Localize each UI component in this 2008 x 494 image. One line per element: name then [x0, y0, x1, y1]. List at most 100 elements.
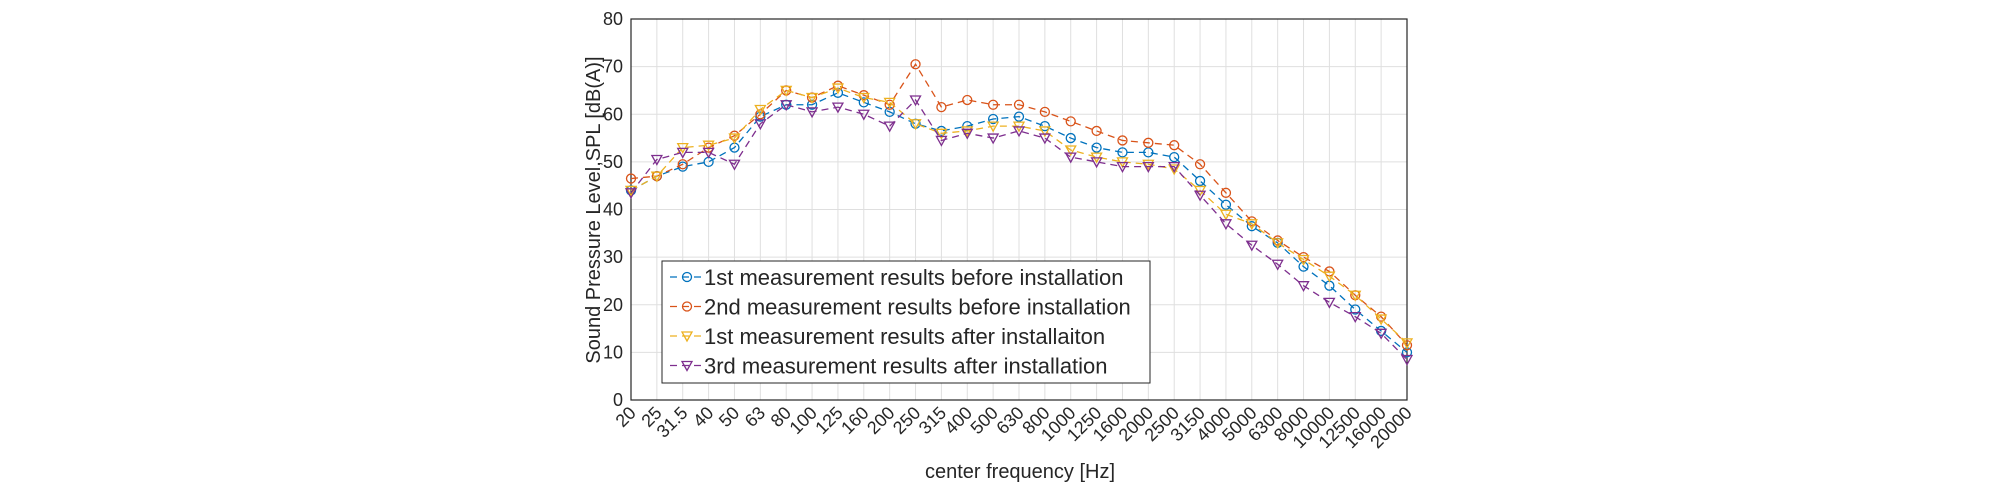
- x-tick-label: 31.5: [653, 403, 692, 442]
- marker: [1323, 297, 1336, 309]
- marker: [677, 159, 688, 170]
- marker: [650, 154, 663, 166]
- marker: [1350, 304, 1361, 315]
- marker: [1064, 152, 1077, 164]
- marker: [1168, 161, 1181, 173]
- marker: [1401, 340, 1413, 351]
- marker: [987, 121, 1000, 133]
- marker: [681, 271, 693, 283]
- marker: [1091, 142, 1102, 153]
- marker: [1297, 254, 1310, 266]
- y-tick-label: 60: [603, 104, 623, 124]
- marker: [1142, 161, 1155, 173]
- marker: [703, 142, 714, 153]
- marker: [1013, 111, 1025, 122]
- marker: [1065, 116, 1076, 127]
- marker: [780, 85, 793, 97]
- marker: [1013, 99, 1025, 110]
- marker: [935, 128, 948, 140]
- series-line: [630, 98, 1408, 360]
- marker: [987, 99, 999, 110]
- legend-label: 1st measurement results after installait…: [704, 324, 1105, 349]
- marker: [962, 94, 973, 106]
- marker: [1038, 126, 1051, 138]
- marker: [987, 113, 999, 125]
- marker: [1400, 338, 1414, 350]
- marker: [858, 97, 869, 108]
- marker: [805, 107, 819, 119]
- marker: [935, 135, 948, 147]
- marker: [1219, 209, 1233, 221]
- marker: [1038, 133, 1051, 145]
- marker: [1116, 161, 1129, 173]
- marker: [1400, 354, 1414, 366]
- marker: [625, 173, 637, 184]
- marker: [681, 301, 693, 312]
- marker: [1091, 125, 1102, 137]
- legend-label: 1st measurement results before installat…: [704, 265, 1123, 290]
- legend-label: 2nd measurement results before installat…: [704, 295, 1131, 320]
- marker: [1143, 137, 1154, 148]
- marker: [909, 119, 922, 131]
- marker: [676, 147, 689, 159]
- marker: [1142, 159, 1155, 171]
- marker: [883, 121, 896, 133]
- x-tick-label: 40: [689, 403, 717, 431]
- marker: [1039, 106, 1051, 118]
- legend-label: 3rd measurement results after installati…: [704, 354, 1108, 379]
- y-tick-label: 10: [603, 342, 623, 362]
- marker: [910, 59, 921, 70]
- marker: [1012, 126, 1026, 138]
- marker: [857, 92, 870, 104]
- y-tick-label: 40: [603, 200, 623, 220]
- marker: [1349, 290, 1362, 302]
- marker: [1194, 159, 1206, 170]
- marker: [1297, 281, 1310, 293]
- y-tick-label: 20: [603, 295, 623, 315]
- marker: [680, 360, 694, 372]
- marker: [806, 99, 818, 110]
- marker: [961, 126, 974, 138]
- marker: [1349, 312, 1362, 323]
- x-tick-label: 63: [741, 403, 769, 431]
- marker: [805, 92, 819, 104]
- marker: [754, 104, 767, 116]
- marker: [728, 133, 741, 145]
- marker: [680, 331, 694, 343]
- series-line: [630, 87, 1408, 344]
- marker: [831, 102, 845, 114]
- marker: [1245, 240, 1258, 252]
- marker: [1065, 132, 1076, 144]
- axes-box: [630, 18, 1408, 401]
- y-tick-label: 50: [603, 152, 623, 172]
- marker: [1090, 157, 1103, 169]
- marker: [780, 100, 793, 112]
- marker: [987, 133, 1000, 145]
- marker: [650, 171, 663, 183]
- marker: [857, 109, 870, 121]
- marker: [961, 128, 974, 140]
- marker: [1245, 219, 1258, 231]
- y-tick-label: 0: [613, 390, 623, 410]
- marker: [1169, 140, 1180, 151]
- legend-box: [661, 260, 1151, 384]
- marker: [1194, 175, 1206, 187]
- y-tick-label: 70: [603, 57, 623, 77]
- marker: [1169, 151, 1180, 163]
- marker: [1193, 190, 1207, 202]
- y-axis-label: Sound Pressure Level,SPL [dB(A)]: [583, 56, 605, 363]
- series-line: [630, 92, 1408, 353]
- marker: [1219, 219, 1233, 231]
- marker: [936, 101, 947, 113]
- marker: [702, 147, 715, 159]
- marker: [1271, 238, 1284, 250]
- marker: [909, 95, 922, 107]
- x-tick-label: 50: [715, 403, 743, 431]
- marker: [1375, 314, 1388, 326]
- marker: [1064, 145, 1077, 157]
- marker: [1220, 199, 1232, 210]
- marker: [1246, 221, 1257, 232]
- marker: [624, 188, 638, 200]
- x-axis-label: center frequency [Hz]: [925, 461, 1115, 483]
